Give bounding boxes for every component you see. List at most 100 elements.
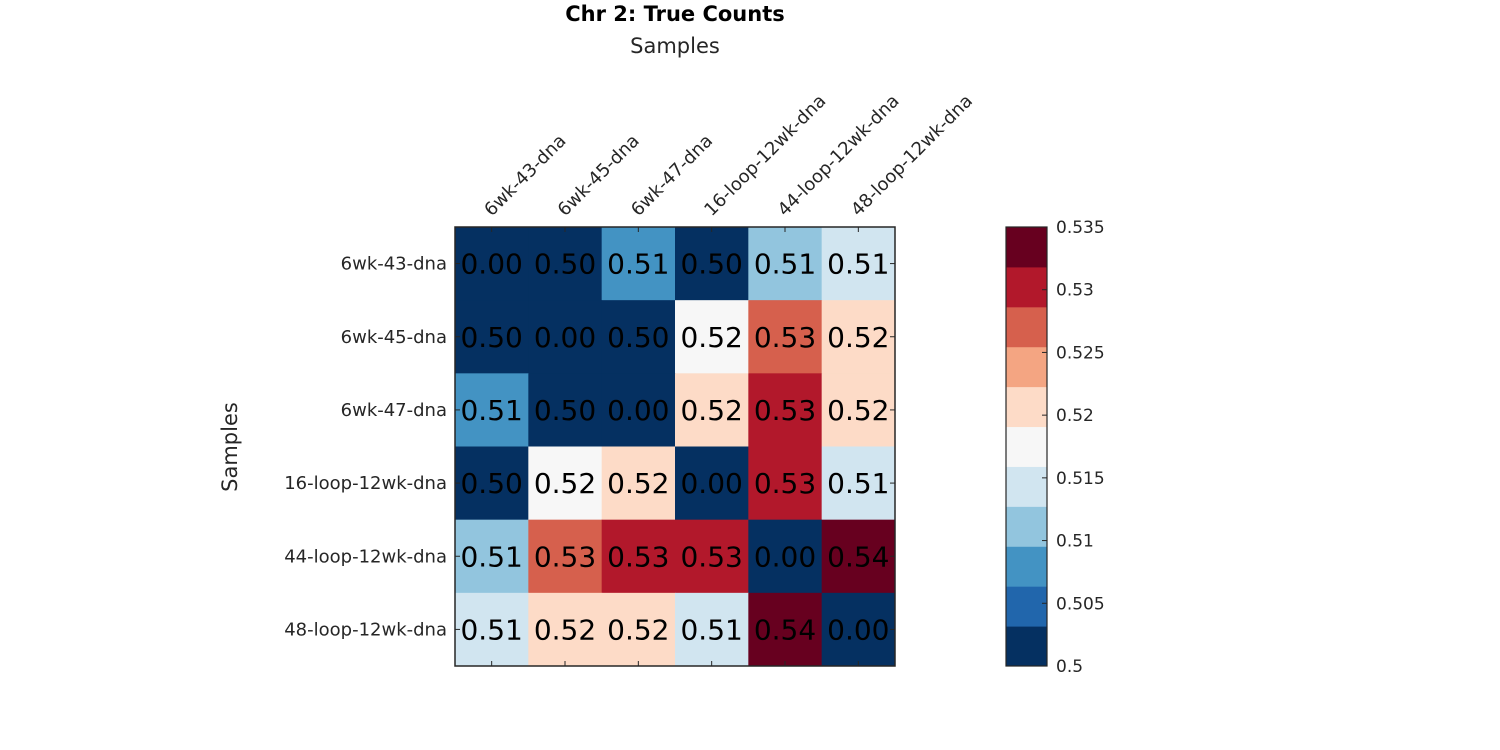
- heatmap-cell: [528, 519, 603, 594]
- colorbar-frame: [1005, 226, 1048, 667]
- y-tick-labels: 6wk-43-dna 6wk-45-dna 6wk-47-dna 16-loop-12…: [284, 254, 447, 641]
- cell-value-label: 0.00: [460, 248, 522, 281]
- colorbar-segment: [1006, 227, 1047, 268]
- cell-value-label: 0.50: [534, 248, 596, 281]
- cell-value-label: 0.50: [607, 321, 669, 354]
- heatmap-cell: [455, 373, 529, 447]
- cell-value-label: 0.52: [680, 321, 742, 354]
- colorbar-tick-label: 0.525: [1056, 343, 1105, 363]
- heatmap-cell: [675, 519, 749, 594]
- heatmap-cell: [748, 519, 823, 594]
- heatmap-cell: [455, 300, 529, 374]
- colorbar-segment: [1006, 426, 1047, 467]
- cell-value-label: 0.51: [827, 248, 889, 281]
- heatmap-cell: [821, 373, 896, 447]
- cell-value-label: 0.53: [754, 321, 816, 354]
- heatmap-cell: [601, 519, 676, 594]
- heatmap-cell: [748, 446, 823, 521]
- cell-value-label: 0.52: [607, 467, 669, 500]
- heatmap-cell: [821, 446, 896, 521]
- cell-value-label: 0.52: [534, 467, 596, 500]
- heatmap-cell: [675, 446, 749, 521]
- colorbar-tick-label: 0.505: [1056, 594, 1105, 614]
- cell-value-label: 0.52: [827, 321, 889, 354]
- colorbar-segment: [1006, 386, 1047, 428]
- y-tick-label: 16-loop-12wk-dna: [284, 473, 447, 494]
- colorbar-segment: [1006, 306, 1047, 348]
- colorbar-segment: [1006, 586, 1047, 627]
- heatmap-cell: [748, 300, 823, 374]
- heatmap-cell: [821, 519, 896, 594]
- colorbar-segment: [1006, 506, 1047, 547]
- cell-value-label: 0.54: [754, 613, 816, 646]
- colorbar-segment: [1006, 546, 1047, 587]
- colorbar-tick-label: 0.51: [1056, 532, 1094, 552]
- x-axis-label: Samples: [630, 34, 720, 58]
- y-tick-label: 48-loop-12wk-dna: [284, 619, 447, 640]
- cell-value-label: 0.51: [460, 613, 522, 646]
- cell-value-label: 0.53: [754, 394, 816, 427]
- colorbar-segment: [1006, 626, 1047, 667]
- x-tick-label: 48-loop-12wk-dna: [847, 91, 977, 221]
- colorbar-tick-label: 0.5: [1056, 657, 1083, 677]
- cell-value-label: 0.51: [607, 248, 669, 281]
- cell-value-label: 0.00: [607, 394, 669, 427]
- colorbar-tick-label: 0.52: [1056, 406, 1094, 426]
- cell-value-label: 0.00: [754, 540, 816, 573]
- cell-value-label: 0.50: [534, 394, 596, 427]
- colorbar-tick-label: 0.53: [1056, 281, 1094, 301]
- heatmap-cell: [748, 592, 823, 667]
- heatmap-cell: [821, 592, 896, 667]
- heatmap-cell: [675, 300, 749, 374]
- colorbar-segment: [1006, 466, 1047, 507]
- cell-value-label: 0.53: [680, 540, 742, 573]
- y-axis-label: Samples: [218, 402, 242, 492]
- cell-value-label: 0.51: [680, 613, 742, 646]
- cell-value-label: 0.00: [534, 321, 596, 354]
- heatmap-cell: [601, 373, 676, 447]
- colorbar-segment: [1006, 266, 1047, 308]
- cell-value-label: 0.53: [607, 540, 669, 573]
- colorbar: 0.5 0.505 0.51 0.515 0.52 0.525 0.53 0.535: [1005, 218, 1105, 677]
- heatmap-cell-labels: 0.00 0.50 0.51 0.50 0.51 0.51 0.50 0.00 0.50 0.52…: [460, 248, 889, 647]
- heatmap-cell: [455, 227, 529, 301]
- x-tick-labels: 6wk-43-dna6wk-45-dna6wk-47-dna16-loop-12…: [480, 91, 977, 221]
- x-tick-label: 44-loop-12wk-dna: [774, 91, 904, 221]
- heatmap-cell: [601, 227, 676, 301]
- y-tick-label: 6wk-43-dna: [341, 254, 447, 275]
- cell-value-label: 0.53: [534, 540, 596, 573]
- y-tick-label: 6wk-45-dna: [341, 327, 447, 348]
- axis-ticks: [455, 227, 895, 666]
- heatmap-cell: [528, 227, 603, 301]
- heatmap-cell: [748, 227, 823, 301]
- heatmap-cell: [455, 446, 529, 521]
- colorbar-tick-label: 0.515: [1056, 469, 1105, 489]
- y-tick-label: 6wk-47-dna: [341, 400, 447, 421]
- chart-title: Chr 2: True Counts: [565, 2, 785, 26]
- heatmap-cell: [675, 373, 749, 447]
- cell-value-label: 0.50: [460, 467, 522, 500]
- cell-value-label: 0.51: [827, 467, 889, 500]
- heatmap-cell: [601, 300, 676, 374]
- cell-value-label: 0.53: [754, 467, 816, 500]
- heatmap-cell: [528, 446, 603, 521]
- heatmap-cell: [748, 373, 823, 447]
- heatmap-cells: [455, 227, 896, 667]
- cell-value-label: 0.00: [680, 467, 742, 500]
- cell-value-label: 0.00: [827, 613, 889, 646]
- cell-value-label: 0.54: [827, 540, 889, 573]
- heatmap-cell: [821, 300, 896, 374]
- heatmap-cell: [455, 592, 529, 667]
- cell-value-label: 0.52: [680, 394, 742, 427]
- cell-value-label: 0.52: [534, 613, 596, 646]
- cell-value-label: 0.50: [680, 248, 742, 281]
- heatmap-cell: [528, 373, 603, 447]
- x-tick-label: 16-loop-12wk-dna: [700, 91, 830, 221]
- colorbar-segment: [1006, 346, 1047, 388]
- cell-value-label: 0.52: [827, 394, 889, 427]
- heatmap-cell: [821, 227, 896, 301]
- cell-value-label: 0.51: [754, 248, 816, 281]
- heatmap-cell: [528, 592, 603, 667]
- heatmap-cell: [455, 519, 529, 594]
